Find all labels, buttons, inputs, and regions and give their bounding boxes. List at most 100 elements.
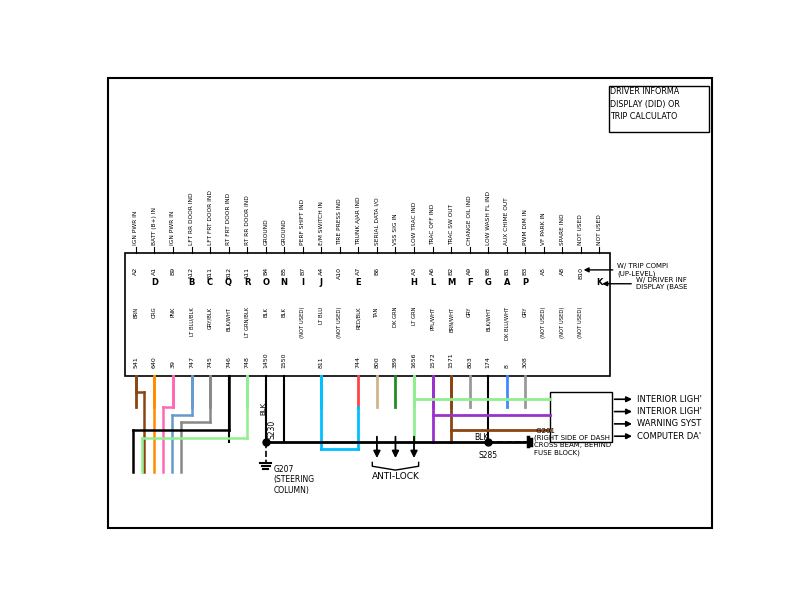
Text: B7: B7 [300,267,306,275]
Text: DK GRN: DK GRN [393,307,398,328]
Bar [550,392,612,442]
Text: N: N [281,278,288,287]
Text: LT BLU: LT BLU [318,307,324,324]
Text: (NOT USED): (NOT USED) [300,307,306,338]
Text: (NOT USED): (NOT USED) [578,307,583,338]
Text: TRAC SW OUT: TRAC SW OUT [449,204,454,245]
Text: B11: B11 [207,267,213,279]
Text: B1: B1 [504,267,510,275]
Text: COMPUTER DA': COMPUTER DA' [637,432,702,441]
Text: 800: 800 [374,357,379,368]
Text: TIRE PRESS IND: TIRE PRESS IND [338,199,342,245]
Text: DRIVER INFORMA
DISPLAY (DID) OR
TRIP CALCULATO: DRIVER INFORMA DISPLAY (DID) OR TRIP CAL… [610,88,680,121]
Text: Q: Q [225,278,232,287]
Text: W/ DRIVER INF
DISPLAY (BASE: W/ DRIVER INF DISPLAY (BASE [636,277,687,290]
Text: PWM DIM IN: PWM DIM IN [522,209,528,245]
Text: BRN/WHT: BRN/WHT [449,307,454,332]
Text: E/M SWITCH IN: E/M SWITCH IN [318,202,324,245]
Text: IGN PWR IN: IGN PWR IN [134,211,138,245]
Text: A: A [503,278,510,287]
Text: B6: B6 [374,267,379,275]
Text: S285: S285 [478,451,498,460]
Text: A10: A10 [338,267,342,279]
Text: J: J [320,278,322,287]
Text: LT GRN/BLK: LT GRN/BLK [245,307,250,337]
Text: A8: A8 [560,267,565,275]
Text: B5: B5 [282,267,286,275]
Text: H: H [410,278,418,287]
Text: 744: 744 [356,356,361,368]
Text: SERIAL DATA I/O: SERIAL DATA I/O [374,197,379,245]
Text: ORG: ORG [152,307,157,319]
Text: RED/BLK: RED/BLK [356,307,361,329]
Text: G: G [485,278,492,287]
Text: (NOT USED): (NOT USED) [542,307,546,338]
Text: D: D [151,278,158,287]
Text: 748: 748 [245,356,250,368]
Text: NOT USED: NOT USED [597,214,602,245]
Text: B8: B8 [486,267,490,275]
Text: O: O [262,278,269,287]
Text: B10: B10 [578,267,583,279]
Text: 39: 39 [170,361,175,368]
Text: A1: A1 [152,267,157,275]
Text: CHANGE OIL IND: CHANGE OIL IND [467,196,472,245]
Text: 745: 745 [207,356,213,368]
Text: 8: 8 [504,365,510,368]
Text: NOT USED: NOT USED [578,214,583,245]
Text: LFT FRT DOOR IND: LFT FRT DOOR IND [207,190,213,245]
Text: 308: 308 [522,356,528,368]
Text: RT FRT DOOR IND: RT FRT DOOR IND [226,193,231,245]
Text: B2: B2 [449,267,454,275]
Text: PERF SHIFT IND: PERF SHIFT IND [300,199,306,245]
Text: 640: 640 [152,356,157,368]
Text: B12: B12 [226,267,231,279]
Text: 746: 746 [226,356,231,368]
Text: 1571: 1571 [449,353,454,368]
Text: W/ TRIP COMPI
(UP-LEVEL): W/ TRIP COMPI (UP-LEVEL) [617,263,668,277]
Text: BLK: BLK [260,403,266,415]
Text: B3: B3 [522,267,528,275]
Text: A3: A3 [411,267,417,275]
Text: B9: B9 [170,267,175,275]
Text: F: F [467,278,473,287]
Text: PNK: PNK [170,307,175,317]
Text: (NOT USED): (NOT USED) [560,307,565,338]
Text: (NOT USED): (NOT USED) [338,307,342,338]
Text: E: E [355,278,361,287]
Text: G207
(STEERING
COLUMN): G207 (STEERING COLUMN) [274,464,314,494]
Text: M: M [447,278,455,287]
Text: 1656: 1656 [411,353,417,368]
Text: GROUND: GROUND [282,218,286,245]
Text: INTERIOR LIGH': INTERIOR LIGH' [637,407,702,416]
Text: GRY: GRY [522,307,528,317]
Text: SPARE IND: SPARE IND [560,214,565,245]
Text: GROUND: GROUND [263,218,268,245]
Text: A7: A7 [356,267,361,275]
Text: TRAC OFF IND: TRAC OFF IND [430,204,435,245]
Text: LFT RR DOOR IND: LFT RR DOOR IND [189,193,194,245]
Text: BATT (B+) IN: BATT (B+) IN [152,207,157,245]
Text: TRUNK AJAR IND: TRUNK AJAR IND [356,197,361,245]
Text: LT GRN: LT GRN [411,307,417,325]
Text: BRN: BRN [134,307,138,318]
Text: GRY/BLK: GRY/BLK [207,307,213,329]
Text: BLK: BLK [263,307,268,317]
Bar [609,86,709,132]
Text: A11: A11 [245,267,250,279]
Text: P: P [522,278,528,287]
Text: WARNING SYST: WARNING SYST [637,419,702,428]
Text: BLK: BLK [474,433,489,442]
Text: G201
(RIGHT SIDE OF DASH
CROSS BEAM, BEHIND
FUSE BLOCK): G201 (RIGHT SIDE OF DASH CROSS BEAM, BEH… [534,428,611,455]
Text: LOW TRAC IND: LOW TRAC IND [411,202,417,245]
Text: INTERIOR LIGH': INTERIOR LIGH' [637,395,702,404]
Text: 1450: 1450 [263,353,268,368]
Text: BLK: BLK [282,307,286,317]
Text: AUX CHIME OUT: AUX CHIME OUT [504,197,510,245]
Text: 541: 541 [134,356,138,368]
Text: 803: 803 [467,356,472,368]
Text: B4: B4 [263,267,268,275]
Text: 174: 174 [486,356,490,368]
Text: BLK/WHT: BLK/WHT [226,307,231,331]
Text: LT BLU/BLK: LT BLU/BLK [189,307,194,335]
